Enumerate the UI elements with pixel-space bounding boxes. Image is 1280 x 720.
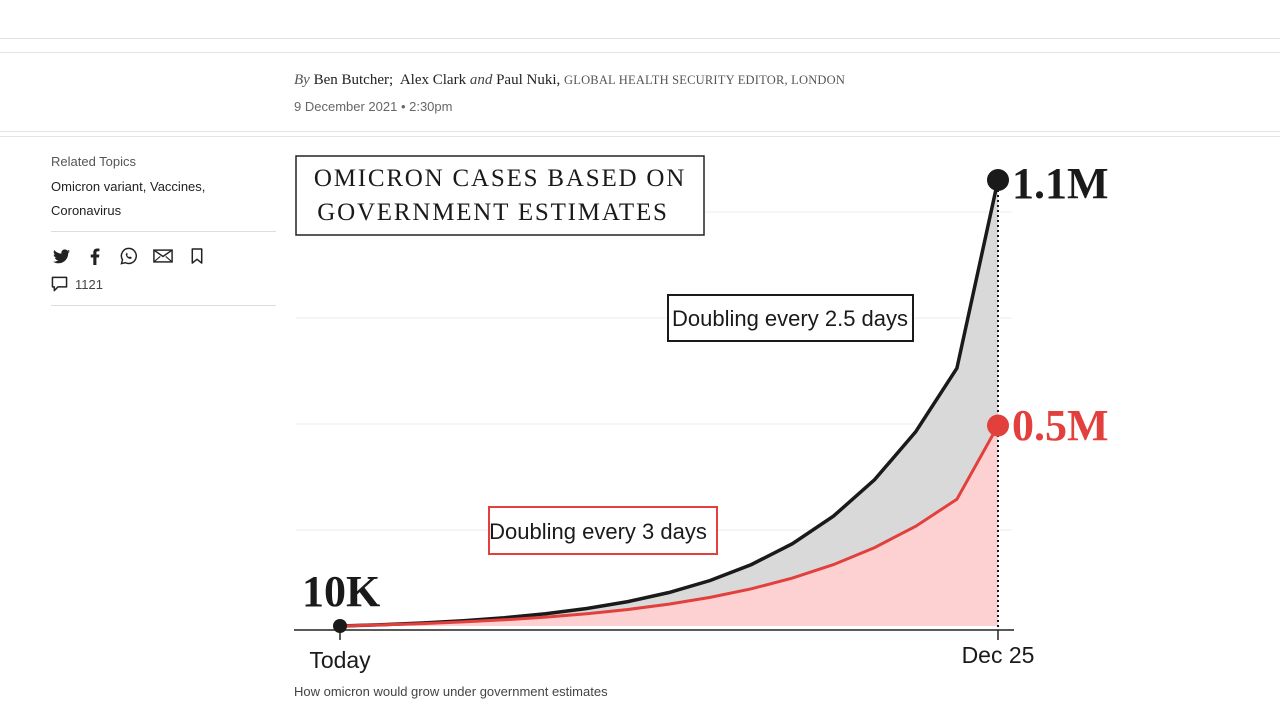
end-low-value-label: 0.5M	[1012, 401, 1109, 450]
whatsapp-icon[interactable]	[119, 246, 139, 266]
share-bar	[51, 246, 276, 266]
related-topics-list: Omicron variant, Vaccines, Coronavirus	[51, 175, 276, 223]
sidebar-divider	[51, 231, 276, 232]
end-point-low	[987, 414, 1009, 437]
chart-title-box: OMICRON CASES BASED ON GOVERNMENT ESTIMA…	[295, 155, 705, 236]
author-link[interactable]: Ben Butcher;	[313, 72, 394, 88]
end-high-value-label: 1.1M	[1012, 159, 1109, 208]
facebook-icon[interactable]	[85, 246, 105, 266]
comment-icon	[51, 275, 69, 293]
comments-link[interactable]: 1121	[51, 274, 276, 294]
article-rule	[0, 136, 1280, 137]
related-topics-label: Related Topics	[51, 154, 137, 169]
chart-title-line-1: OMICRON CASES BASED ON	[314, 165, 686, 192]
topic-link[interactable]: Vaccines,	[150, 179, 206, 194]
legend-box-low: Doubling every 3 days	[488, 506, 718, 555]
topic-link[interactable]: Coronavirus	[51, 203, 122, 218]
byline-and: and	[469, 72, 493, 88]
start-point	[333, 619, 347, 633]
byline: By Ben Butcher; Alex Clark and Paul Nuki…	[294, 72, 845, 89]
chart-caption: How omicron would grow under government …	[294, 684, 608, 699]
article-sidebar: Related Topics Omicron variant, Vaccines…	[51, 154, 276, 306]
comment-count: 1121	[75, 276, 103, 292]
bookmark-icon[interactable]	[187, 246, 207, 266]
series-area-doubling-3-days	[340, 425, 998, 626]
topic-link[interactable]: Omicron variant,	[51, 179, 147, 194]
header-rule	[0, 52, 1280, 53]
author-link[interactable]: Paul Nuki,	[496, 72, 561, 88]
author-role: GLOBAL HEALTH SECURITY EDITOR, LONDON	[564, 73, 846, 87]
x-label-today: Today	[309, 647, 371, 673]
legend-label-high: Doubling every 2.5 days	[672, 306, 908, 331]
author-link[interactable]: Alex Clark	[399, 72, 467, 88]
omicron-chart: OMICRON CASES BASED ON GOVERNMENT ESTIMA…	[294, 155, 1109, 673]
end-point-high	[987, 169, 1009, 191]
top-rule	[0, 38, 1280, 39]
chart-title-line-2: GOVERNMENT ESTIMATES	[317, 199, 669, 226]
email-icon[interactable]	[153, 246, 173, 266]
legend-label-low: Doubling every 3 days	[489, 519, 707, 544]
x-label-dec-25: Dec 25	[962, 642, 1035, 668]
article-rule	[0, 131, 1280, 132]
twitter-icon[interactable]	[51, 246, 71, 266]
byline-by: By	[294, 72, 310, 88]
publish-date: 9 December 2021 • 2:30pm	[294, 99, 453, 114]
series-line-doubling-3-days	[339, 424, 1000, 628]
sidebar-divider	[51, 305, 276, 306]
start-value-label: 10K	[302, 567, 380, 616]
legend-box-high: Doubling every 2.5 days	[667, 294, 914, 342]
